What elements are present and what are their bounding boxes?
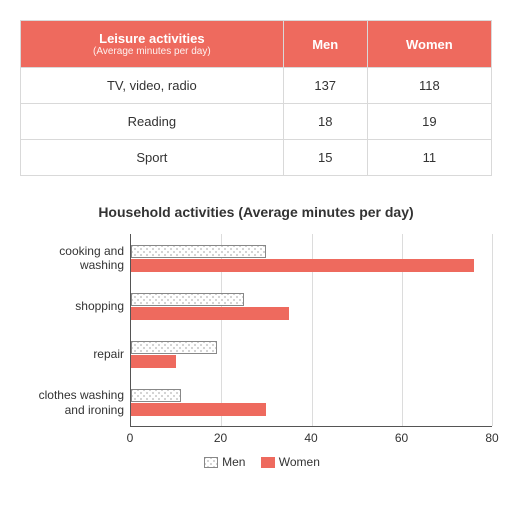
cell-men: 18 [283, 104, 367, 140]
bar-men [131, 245, 266, 258]
legend-swatch-women [261, 457, 275, 468]
bar-group [131, 378, 492, 426]
col-header-activity: Leisure activities (Average minutes per … [21, 21, 284, 68]
chart-title: Household activities (Average minutes pe… [20, 204, 492, 220]
cell-activity: TV, video, radio [21, 68, 284, 104]
bar-women [131, 307, 289, 320]
bar-group [131, 282, 492, 330]
y-label: cooking and washing [20, 234, 124, 282]
legend: Men Women [20, 455, 492, 469]
y-label: clothes washing and ironing [20, 379, 124, 427]
table-row: TV, video, radio137118 [21, 68, 492, 104]
bar-men [131, 341, 217, 354]
x-tick: 0 [127, 431, 134, 445]
cell-women: 118 [367, 68, 491, 104]
table-row: Sport1511 [21, 140, 492, 176]
cell-activity: Reading [21, 104, 284, 140]
cell-men: 137 [283, 68, 367, 104]
gridline [492, 234, 493, 426]
y-label: repair [20, 331, 124, 379]
legend-label-men: Men [222, 455, 245, 469]
x-tick: 60 [395, 431, 408, 445]
bar-men [131, 389, 181, 402]
col-header-activity-title: Leisure activities [99, 31, 205, 46]
col-header-men: Men [283, 21, 367, 68]
x-tick: 80 [485, 431, 498, 445]
table-row: Reading1819 [21, 104, 492, 140]
bar-women [131, 355, 176, 368]
col-header-activity-sub: (Average minutes per day) [29, 46, 275, 57]
leisure-table: Leisure activities (Average minutes per … [20, 20, 492, 176]
bar-women [131, 403, 266, 416]
legend-label-women: Women [279, 455, 320, 469]
bar-group [131, 330, 492, 378]
bar-women [131, 259, 474, 272]
household-chart: Household activities (Average minutes pe… [20, 204, 492, 469]
x-tick: 40 [304, 431, 317, 445]
cell-women: 19 [367, 104, 491, 140]
x-tick: 20 [214, 431, 227, 445]
cell-women: 11 [367, 140, 491, 176]
legend-swatch-men [204, 457, 218, 468]
cell-activity: Sport [21, 140, 284, 176]
col-header-women: Women [367, 21, 491, 68]
y-label: shopping [20, 282, 124, 330]
bar-group [131, 234, 492, 282]
cell-men: 15 [283, 140, 367, 176]
bar-men [131, 293, 244, 306]
